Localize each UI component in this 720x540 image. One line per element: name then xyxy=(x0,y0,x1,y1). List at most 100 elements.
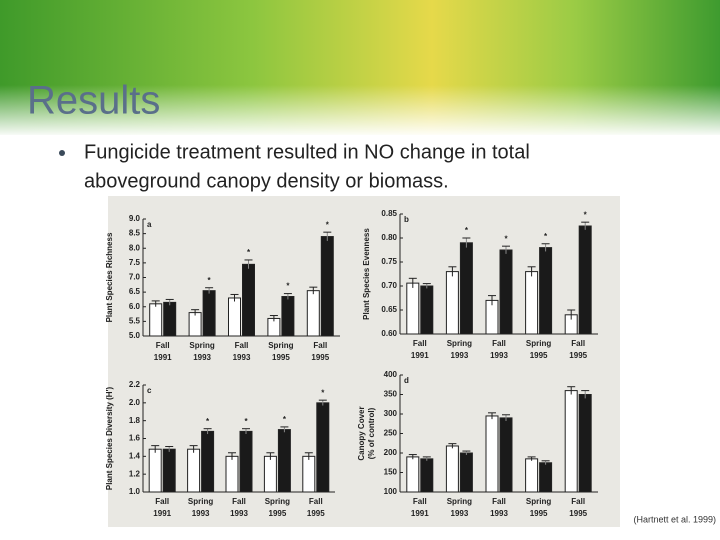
significance-mark: * xyxy=(283,415,287,424)
bar xyxy=(525,271,539,335)
y-tick-label: 0.60 xyxy=(381,329,397,338)
y-tick-label: 7.5 xyxy=(129,258,141,267)
y-tick-label: 1.4 xyxy=(129,451,141,460)
panel-letter: a xyxy=(147,220,152,229)
bar xyxy=(420,285,434,335)
x-tick-label: 1995 xyxy=(530,351,548,360)
bar xyxy=(202,290,216,337)
x-tick-label: Fall xyxy=(309,497,323,506)
figure: 5.0 5.5 6.0 6.5 7.0 7.5 8.0 8.5 9.0 Plant Species… xyxy=(105,209,598,518)
significance-mark: * xyxy=(584,210,588,219)
y-axis-label: Plant Species Richness xyxy=(105,232,114,322)
significance-mark: * xyxy=(326,220,330,229)
bar xyxy=(281,296,295,337)
slide-title: Results xyxy=(27,79,160,123)
bar xyxy=(539,247,553,335)
y-tick-label: 0.65 xyxy=(381,305,397,314)
bar xyxy=(445,445,459,493)
x-tick-label: Fall xyxy=(156,341,170,350)
panel-letter: b xyxy=(404,215,409,224)
significance-mark: * xyxy=(504,234,508,243)
x-tick-label: Fall xyxy=(155,497,169,506)
y-tick-label: 200 xyxy=(384,448,398,457)
x-tick-label: Spring xyxy=(447,339,472,348)
bar xyxy=(485,415,499,493)
bar xyxy=(445,271,459,335)
x-tick-label: Spring xyxy=(526,497,551,506)
y-tick-label: 150 xyxy=(384,468,398,477)
y-tick-label: 5.0 xyxy=(129,331,141,340)
x-tick-label: 1991 xyxy=(411,509,429,518)
significance-mark: * xyxy=(244,417,248,426)
x-tick-label: 1991 xyxy=(154,353,172,362)
bar xyxy=(539,462,553,493)
y-tick-label: 300 xyxy=(384,409,398,418)
significance-mark: * xyxy=(208,276,212,285)
significance-mark: * xyxy=(321,388,325,397)
y-tick-label: 2.2 xyxy=(129,380,141,389)
significance-mark: * xyxy=(286,282,290,291)
x-tick-label: 1993 xyxy=(490,351,508,360)
x-tick-label: Spring xyxy=(265,497,290,506)
x-tick-label: 1991 xyxy=(153,509,171,518)
y-tick-label: 6.5 xyxy=(129,287,141,296)
x-tick-label: 1995 xyxy=(311,353,329,362)
x-tick-label: Spring xyxy=(189,341,214,350)
x-tick-label: 1993 xyxy=(451,351,469,360)
y-tick-label: 350 xyxy=(384,390,398,399)
x-tick-label: 1995 xyxy=(272,353,290,362)
bar xyxy=(306,290,320,337)
x-tick-label: 1993 xyxy=(451,509,469,518)
bar xyxy=(277,429,291,493)
bar xyxy=(148,448,162,493)
bar xyxy=(525,458,539,493)
x-tick-label: 1991 xyxy=(411,351,429,360)
bar xyxy=(578,225,592,335)
bar xyxy=(162,448,176,493)
bar xyxy=(228,297,241,337)
y-tick-label: 1.8 xyxy=(129,416,141,425)
x-tick-label: 1993 xyxy=(193,353,211,362)
bar xyxy=(188,312,202,337)
x-tick-label: 1993 xyxy=(233,353,251,362)
bar xyxy=(163,301,177,337)
y-tick-label: 8.0 xyxy=(129,243,141,252)
bullet-dot xyxy=(59,150,65,156)
bar xyxy=(578,394,592,493)
bar xyxy=(201,430,215,493)
bullet-line: Fungicide treatment resulted in NO chang… xyxy=(84,141,530,163)
y-tick-label: 0.85 xyxy=(381,209,397,218)
bar xyxy=(320,236,334,337)
x-tick-label: 1995 xyxy=(307,509,325,518)
x-tick-label: 1995 xyxy=(530,509,548,518)
bar xyxy=(459,452,473,493)
y-tick-label: 2.0 xyxy=(129,398,141,407)
y-tick-label: 0.75 xyxy=(381,257,397,266)
bar xyxy=(263,455,277,493)
bar xyxy=(406,456,420,493)
x-tick-label: 1993 xyxy=(230,509,248,518)
bar xyxy=(499,249,513,335)
header-fade xyxy=(0,85,720,137)
x-tick-label: 1995 xyxy=(569,351,587,360)
y-tick-label: 0.80 xyxy=(381,233,397,242)
x-tick-label: Spring xyxy=(188,497,213,506)
y-tick-label: 100 xyxy=(384,487,398,496)
y-tick-label: 8.5 xyxy=(129,229,141,238)
x-tick-label: 1993 xyxy=(490,509,508,518)
y-tick-label: 1.2 xyxy=(129,469,141,478)
bar xyxy=(225,455,239,493)
significance-mark: * xyxy=(465,226,469,235)
y-tick-label: 6.0 xyxy=(129,302,141,311)
x-tick-label: 1995 xyxy=(269,509,287,518)
x-tick-label: 1995 xyxy=(569,509,587,518)
x-tick-label: 1993 xyxy=(192,509,210,518)
bar xyxy=(242,263,255,337)
y-tick-label: 5.5 xyxy=(129,316,141,325)
y-axis-label: Canopy Cover xyxy=(357,406,366,460)
bar xyxy=(499,417,513,493)
x-tick-label: Fall xyxy=(232,497,246,506)
citation: (Hartnett et al. 1999) xyxy=(633,514,716,524)
